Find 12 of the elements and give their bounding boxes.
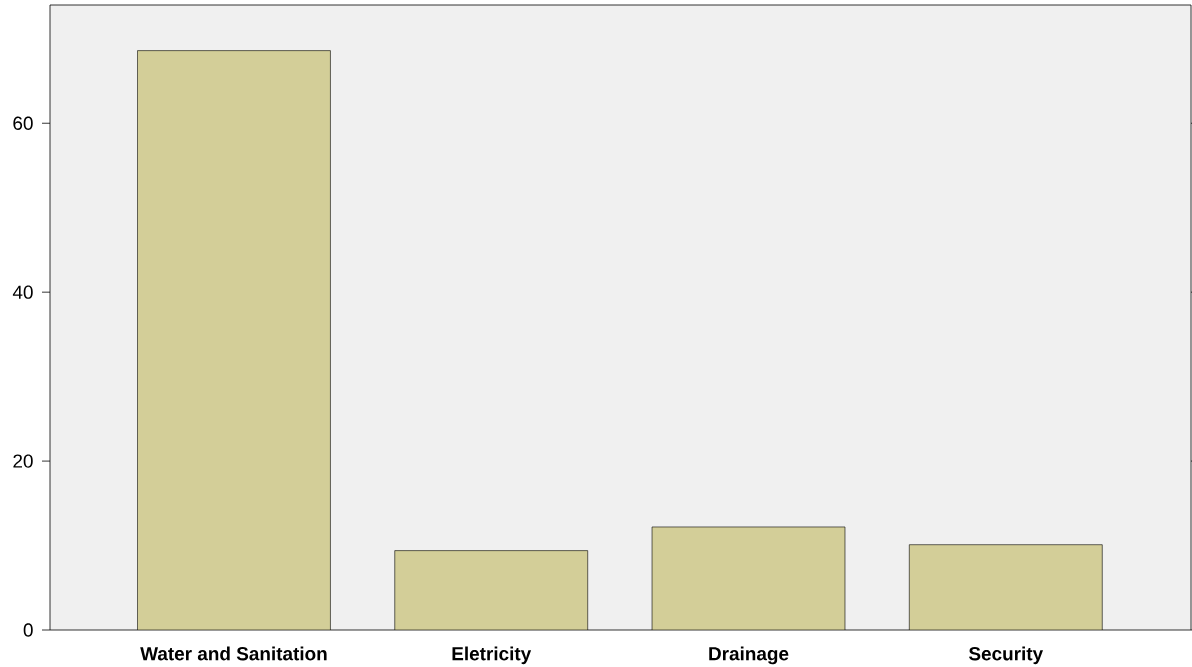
bar bbox=[137, 50, 331, 630]
x-tick-label: Drainage bbox=[709, 646, 789, 665]
y-tick-label: 40 bbox=[12, 285, 33, 299]
y-tick-label: 60 bbox=[13, 116, 33, 130]
x-tick-label: Eletricity bbox=[452, 646, 532, 665]
y-tick-label: 20 bbox=[13, 454, 33, 468]
bar bbox=[394, 550, 588, 630]
x-tick-label: Water and Sanitation bbox=[140, 646, 327, 661]
bar bbox=[909, 544, 1103, 630]
y-tick-label: 0 bbox=[23, 623, 33, 637]
x-tick-label: Security bbox=[968, 646, 1044, 665]
bar bbox=[651, 526, 846, 630]
